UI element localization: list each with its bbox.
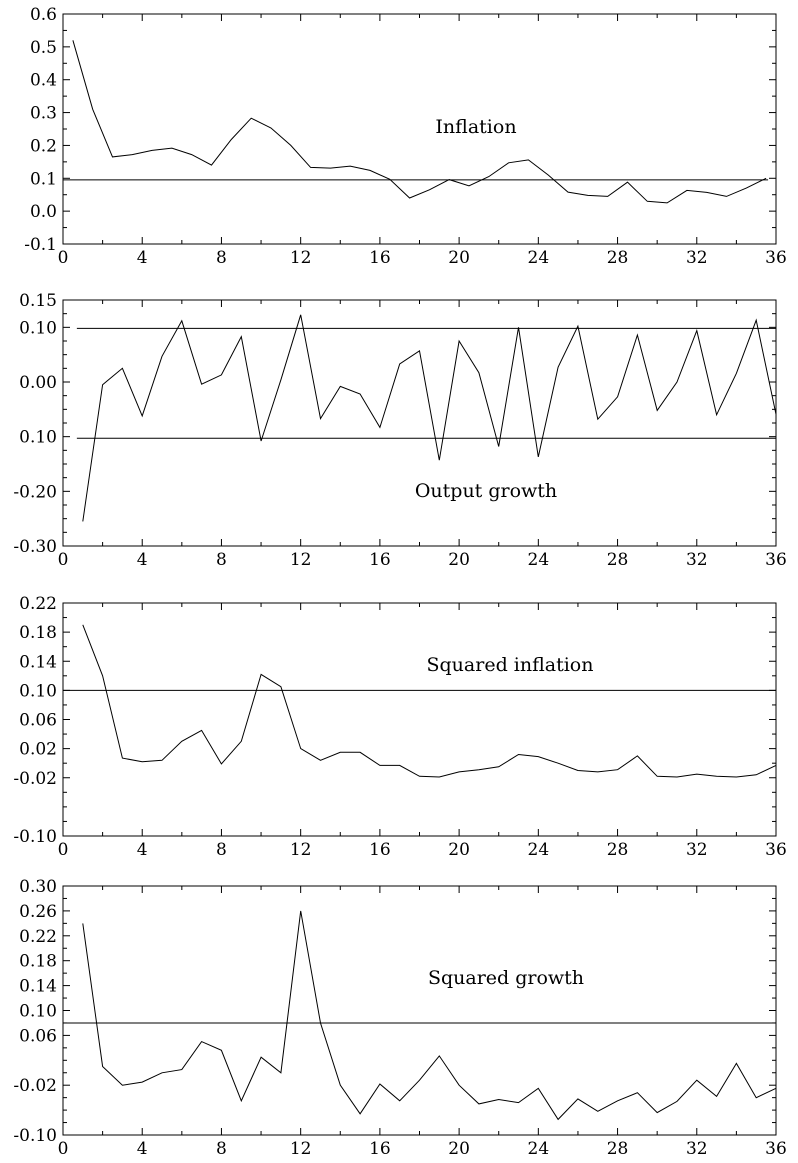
y-tick-label: 0.14 <box>19 652 57 672</box>
x-tick-label: 36 <box>765 840 787 860</box>
x-tick-label: 24 <box>528 1139 550 1159</box>
x-tick-label: 36 <box>765 248 787 268</box>
x-tick-label: 16 <box>369 840 391 860</box>
x-tick-label: 12 <box>290 248 312 268</box>
y-tick-label: 0.4 <box>30 71 57 91</box>
x-tick-label: 0 <box>58 840 69 860</box>
chart-title: Squared inflation <box>427 654 594 676</box>
y-tick-label: 0.06 <box>19 711 57 731</box>
x-tick-label: 32 <box>686 248 708 268</box>
x-tick-label: 16 <box>369 248 391 268</box>
y-tick-label: -0.30 <box>13 537 57 557</box>
x-tick-label: 0 <box>58 550 69 570</box>
y-tick-label: 0.10 <box>19 681 57 701</box>
y-tick-label: 0.15 <box>19 291 57 311</box>
plot-frame <box>62 602 777 837</box>
x-tick-label: 12 <box>290 1139 312 1159</box>
y-tick-label: 0.10 <box>19 318 57 338</box>
x-tick-label: 12 <box>290 550 312 570</box>
x-tick-label: 8 <box>216 248 227 268</box>
x-tick-label: 28 <box>607 840 629 860</box>
y-tick-label: -0.02 <box>13 769 57 789</box>
y-tick-label: 0.3 <box>30 104 57 124</box>
x-tick-label: 32 <box>686 550 708 570</box>
x-tick-label: 4 <box>137 550 148 570</box>
y-tick-label: -0.02 <box>13 1076 57 1096</box>
x-tick-label: 20 <box>448 248 470 268</box>
y-tick-label: 0.18 <box>19 623 57 643</box>
x-tick-label: 32 <box>686 1139 708 1159</box>
chart-title: Squared growth <box>428 967 584 989</box>
x-tick-label: 0 <box>58 1139 69 1159</box>
y-tick-label: 0.26 <box>19 902 57 922</box>
y-tick-label: -0.10 <box>13 827 57 847</box>
chart-title: Inflation <box>435 116 516 138</box>
chart-panel-4: 0 4 8 12 16 20 24 28 32 36 -0.10 -0.02 0.06 0.10 0.14 0… <box>13 877 786 1159</box>
x-tick-label: 28 <box>607 248 629 268</box>
y-tick-label: 0.0 <box>30 202 57 222</box>
y-tick-label: 0.02 <box>19 740 57 760</box>
series-line <box>82 314 777 522</box>
x-tick-label: 20 <box>448 840 470 860</box>
series-line <box>72 40 767 204</box>
x-tick-label: 4 <box>137 840 148 860</box>
y-tick-label: 0.5 <box>30 38 57 58</box>
series-line <box>82 910 777 1121</box>
y-tick-label: -0.20 <box>13 482 57 502</box>
x-tick-label: 24 <box>528 840 550 860</box>
y-tick-label: 0.10 <box>19 428 57 448</box>
x-tick-label: 24 <box>528 550 550 570</box>
plot-frame <box>62 885 777 1136</box>
x-tick-label: 36 <box>765 550 787 570</box>
y-tick-label: 0.14 <box>19 977 57 997</box>
y-tick-label: 0.2 <box>30 136 57 156</box>
x-tick-label: 36 <box>765 1139 787 1159</box>
plot-frame <box>62 13 777 245</box>
x-tick-label: 28 <box>607 1139 629 1159</box>
y-tick-label: 0.18 <box>19 952 57 972</box>
x-tick-label: 20 <box>448 1139 470 1159</box>
x-tick-label: 8 <box>216 550 227 570</box>
chart-panel-1: 0 4 8 12 16 20 24 28 32 36 -0.1 0.0 0.1 0.2 0.3 0.4 0.5 0… <box>24 5 787 268</box>
x-tick-label: 24 <box>528 248 550 268</box>
x-tick-label: 20 <box>448 550 470 570</box>
x-tick-label: 32 <box>686 840 708 860</box>
series-line <box>82 624 777 778</box>
y-tick-label: 0.1 <box>30 169 57 189</box>
y-tick-label: 0.10 <box>19 1002 57 1022</box>
plot-frame <box>62 299 777 547</box>
x-tick-label: 12 <box>290 840 312 860</box>
y-tick-label: 0.22 <box>19 927 57 947</box>
x-tick-label: 16 <box>369 550 391 570</box>
x-tick-label: 0 <box>58 248 69 268</box>
y-tick-label: -0.1 <box>24 235 57 255</box>
chart-panel-3: 0 4 8 12 16 20 24 28 32 36 -0.10 -0.02 0.02 0.06 0.10 0… <box>13 594 786 860</box>
x-tick-label: 4 <box>137 248 148 268</box>
chart-title: Output growth <box>415 480 557 502</box>
y-tick-label: 0.30 <box>19 877 57 897</box>
y-tick-label: 0.6 <box>30 5 57 25</box>
y-tick-label: -0.10 <box>13 1126 57 1146</box>
x-tick-label: 28 <box>607 550 629 570</box>
y-tick-label: 0.06 <box>19 1026 57 1046</box>
chart-panel-2: 0 4 8 12 16 20 24 28 32 36 -0.30 -0.20 0.10 0.00 0.10 0… <box>13 291 786 570</box>
x-tick-label: 4 <box>137 1139 148 1159</box>
x-tick-label: 8 <box>216 1139 227 1159</box>
y-tick-label: 0.00 <box>19 373 57 393</box>
y-tick-label: 0.22 <box>19 594 57 614</box>
x-tick-label: 8 <box>216 840 227 860</box>
x-tick-label: 16 <box>369 1139 391 1159</box>
